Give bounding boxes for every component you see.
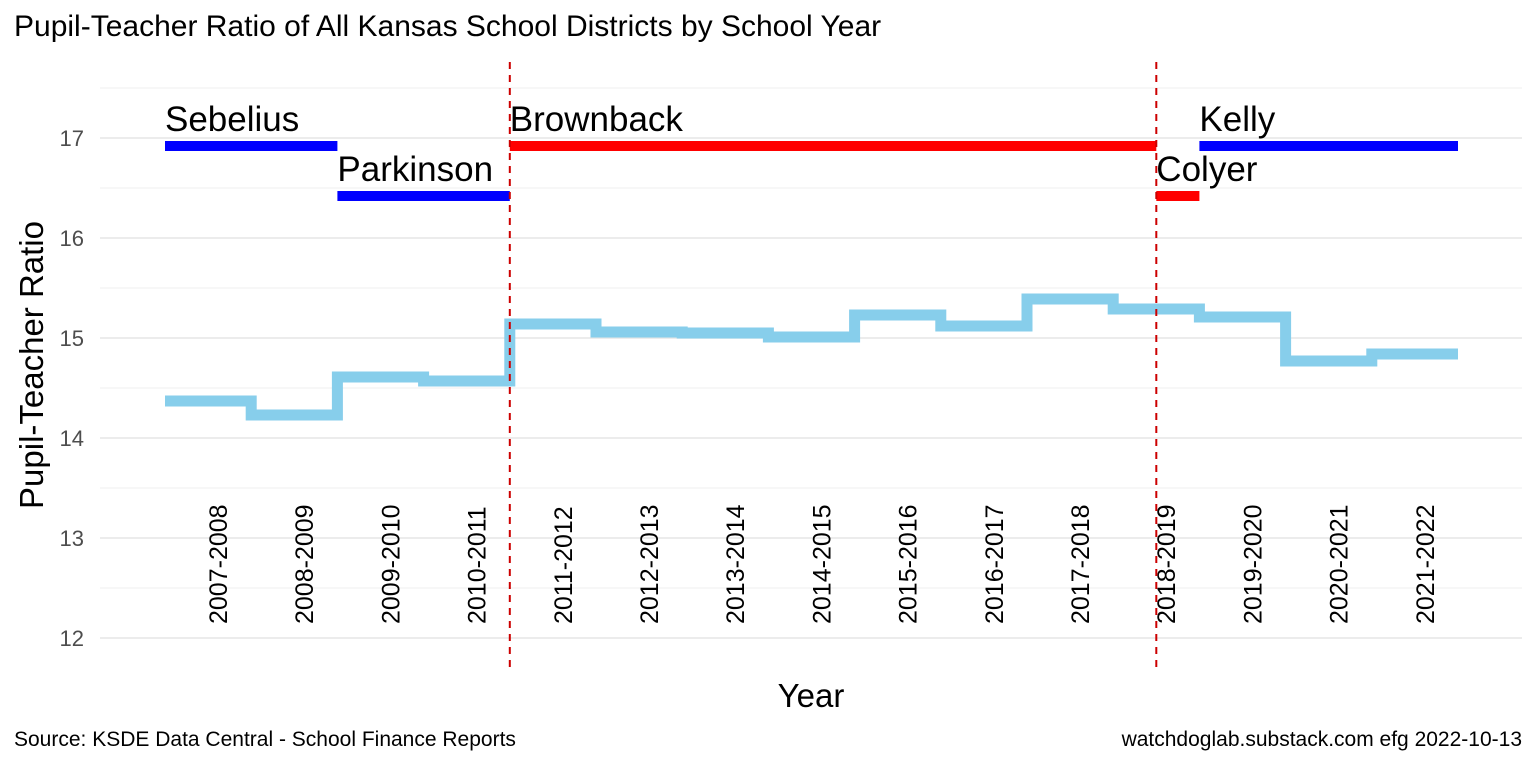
y-tick-label: 17 bbox=[60, 126, 84, 151]
category-label: 2021-2022 bbox=[1412, 504, 1440, 624]
category-label: 2012-2013 bbox=[636, 504, 664, 624]
governor-bar bbox=[509, 141, 1157, 151]
y-axis-label: Pupil-Teacher Ratio bbox=[13, 221, 50, 509]
source-caption: Source: KSDE Data Central - School Finan… bbox=[14, 728, 516, 751]
category-label: 2020-2021 bbox=[1326, 504, 1354, 624]
series-line bbox=[165, 293, 1458, 421]
category-label: 2018-2019 bbox=[1153, 504, 1181, 624]
category-label: 2015-2016 bbox=[895, 504, 923, 624]
governor-bar bbox=[337, 191, 510, 201]
category-label: 2017-2018 bbox=[1067, 504, 1095, 624]
y-tick-label: 14 bbox=[60, 426, 84, 451]
governor-label: Brownback bbox=[510, 100, 684, 139]
governor-label: Kelly bbox=[1199, 100, 1275, 139]
chart-title: Pupil-Teacher Ratio of All Kansas School… bbox=[14, 10, 882, 43]
y-tick-label: 13 bbox=[60, 526, 84, 551]
governor-bar bbox=[165, 141, 338, 151]
x-axis-label: Year bbox=[778, 677, 845, 714]
category-label: 2014-2015 bbox=[808, 504, 836, 624]
category-label: 2009-2010 bbox=[377, 504, 405, 624]
category-label: 2011-2012 bbox=[550, 506, 578, 624]
governor-label: Colyer bbox=[1156, 150, 1257, 189]
credit-caption: watchdoglab.substack.com efg 2022-10-13 bbox=[1121, 728, 1522, 751]
governor-bar bbox=[1156, 191, 1200, 201]
y-tick-label: 12 bbox=[60, 626, 84, 651]
category-label: 2013-2014 bbox=[722, 504, 750, 624]
y-tick-label: 16 bbox=[60, 226, 84, 251]
category-label: 2019-2020 bbox=[1239, 504, 1267, 624]
governor-bar bbox=[1199, 141, 1458, 151]
governor-label: Parkinson bbox=[337, 150, 493, 189]
category-label: 2007-2008 bbox=[205, 504, 233, 624]
category-label: 2016-2017 bbox=[981, 504, 1009, 624]
category-label: 2010-2011 bbox=[464, 506, 492, 624]
governor-label: Sebelius bbox=[165, 100, 299, 139]
category-label: 2008-2009 bbox=[291, 504, 319, 624]
y-tick-label: 15 bbox=[60, 326, 84, 351]
